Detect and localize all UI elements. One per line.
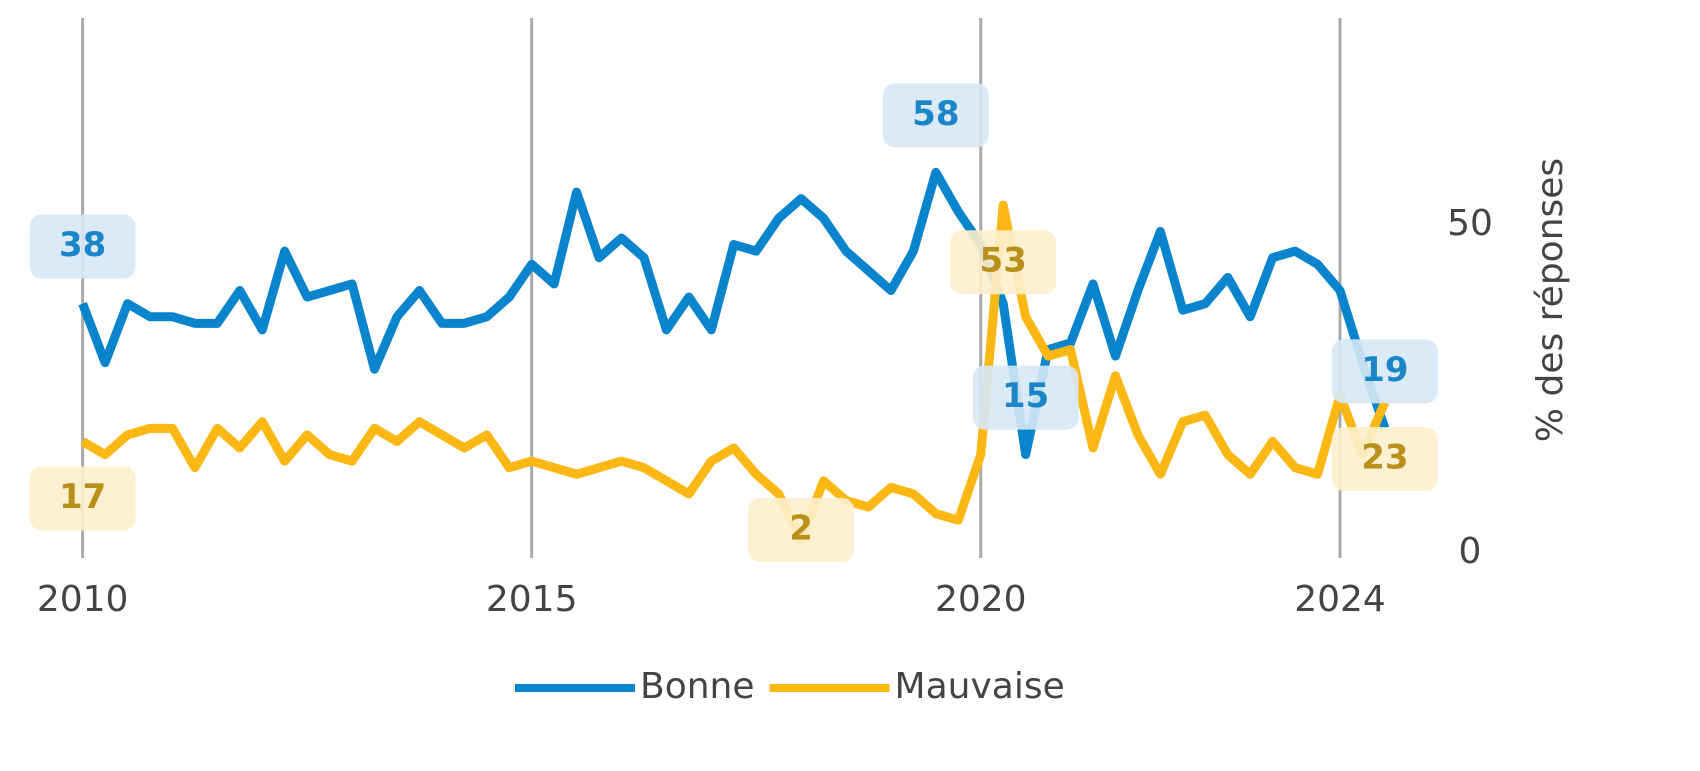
value-label-text: 15 [1002,376,1049,416]
series-line [78,167,1390,460]
x-tick-label: 2015 [486,579,578,620]
value-label: 19 [1331,339,1438,404]
value-label: 53 [950,230,1057,295]
value-label: 58 [882,83,989,148]
legend-label: Bonne [640,666,755,707]
value-label-box [29,214,136,279]
x-tick-label: 2010 [37,579,129,620]
value-label-box [1331,339,1438,404]
value-label: 17 [29,466,136,531]
series-line [80,200,1390,545]
value-label-text: 2 [789,508,813,548]
y-tick-label: 50 [1447,203,1493,244]
value-label-box [748,497,855,562]
value-label-box [1331,427,1438,492]
y-axis-label: % des réponses [1530,158,1571,442]
value-label: 2 [748,497,855,562]
value-label-text: 38 [59,225,106,265]
value-label-text: 23 [1361,438,1408,478]
value-label-box [29,466,136,531]
x-tick-label: 2024 [1294,579,1386,620]
legend-label: Mauvaise [895,666,1065,707]
value-label-box [972,365,1079,430]
value-label: 15 [972,365,1079,430]
x-tick-label: 2020 [935,579,1027,620]
value-label-text: 58 [912,94,959,134]
value-label: 38 [29,214,136,279]
value-label-box [950,230,1057,295]
y-tick-label: 0 [1459,531,1482,572]
value-label-text: 53 [980,241,1027,281]
value-label: 23 [1331,427,1438,492]
value-label-text: 17 [59,477,106,517]
value-label-text: 19 [1361,350,1408,390]
value-label-box [882,83,989,148]
